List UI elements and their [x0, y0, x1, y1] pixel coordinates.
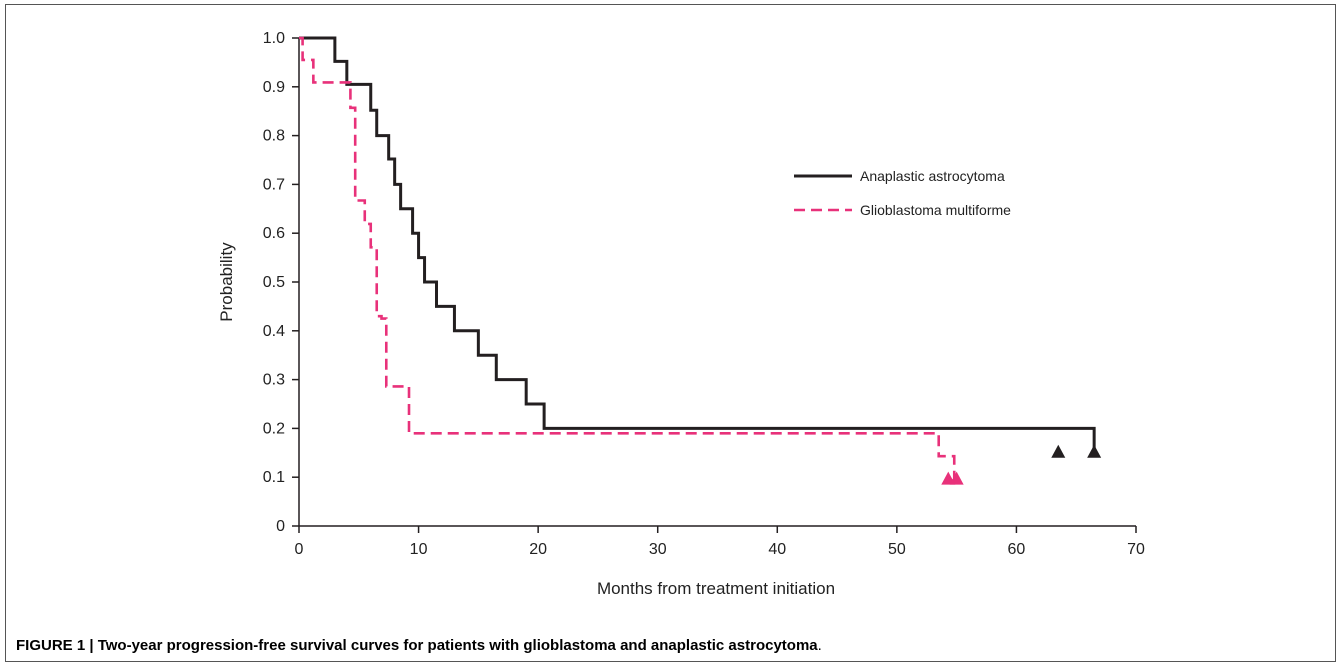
legend: Anaplastic astrocytoma Glioblastoma multi… [794, 168, 1011, 218]
y-tick-label: 0.6 [263, 225, 285, 242]
series-line-1 [299, 36, 956, 480]
y-tick-label: 0.3 [263, 372, 285, 389]
x-tick-label: 50 [888, 541, 906, 558]
figure-caption: FIGURE 1 | Two-year progression-free sur… [16, 637, 822, 654]
y-tick-label: 0.5 [263, 274, 285, 291]
plot-area [299, 36, 1102, 485]
y-tick-label: 0.8 [263, 128, 285, 145]
y-tick-label: 0 [276, 518, 285, 535]
x-tick-label: 10 [410, 541, 428, 558]
y-tick-label: 0.9 [263, 79, 285, 96]
legend-label-1: Glioblastoma multiforme [860, 202, 1011, 218]
caption-lead: FIGURE 1 | Two-year progression-free sur… [16, 637, 818, 654]
axes: 0 0.1 0.2 0.3 0.4 0.5 0.6 0.7 0.8 0.9 1.0 0 10 20 30 40… [263, 30, 1145, 558]
x-tick-label: 40 [768, 541, 786, 558]
legend-label-0: Anaplastic astrocytoma [860, 168, 1005, 184]
x-tick-label: 20 [529, 541, 547, 558]
y-tick-label: 0.4 [263, 323, 285, 340]
x-tick-label: 70 [1127, 541, 1145, 558]
y-tick-label: 0.2 [263, 420, 285, 437]
x-axis-label: Months from treatment initiation [597, 579, 835, 598]
y-tick-label: 0.7 [263, 176, 285, 193]
x-tick-label: 60 [1008, 541, 1026, 558]
y-axis-label: Probability [217, 242, 236, 322]
y-tick-label: 1.0 [263, 30, 285, 47]
caption-tail: . [817, 637, 822, 654]
censor-marker-0 [1051, 444, 1066, 458]
censor-marker-1 [949, 471, 964, 485]
x-tick-label: 0 [295, 541, 304, 558]
censor-marker-0 [1087, 444, 1102, 458]
y-tick-label: 0.1 [263, 469, 285, 486]
figure-frame [5, 4, 1336, 662]
x-tick-label: 30 [649, 541, 667, 558]
series-line-0 [299, 36, 1096, 453]
